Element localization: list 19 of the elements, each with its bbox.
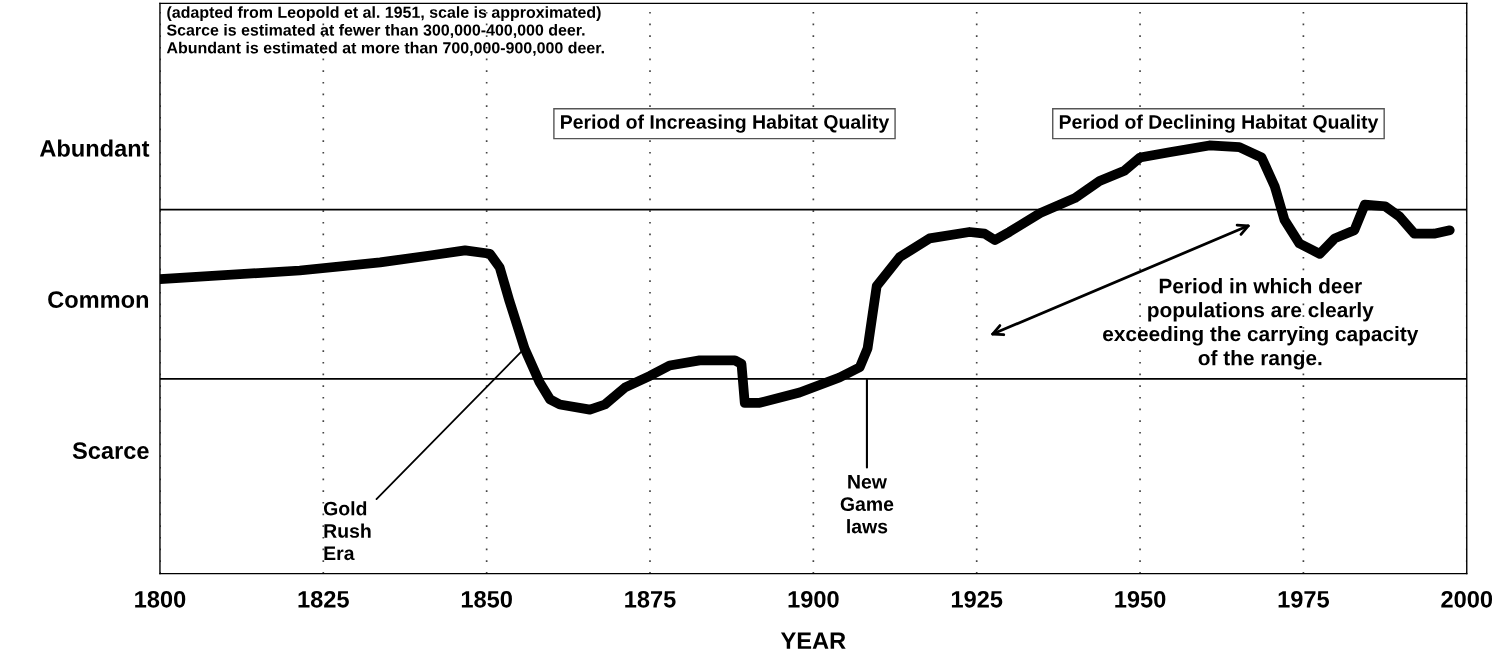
x-tick-label: 1975: [1278, 590, 1330, 608]
annotation: Period in which deer populations are clearly exceeding the carrying capacity of the range.: [1103, 278, 1419, 370]
annotation: New Game laws: [840, 475, 894, 534]
x-tick-label: 1850: [461, 590, 512, 608]
x-tick-label: 1950: [1115, 590, 1166, 608]
text: Common: [48, 291, 149, 308]
x-tick-label: 1800: [135, 590, 186, 608]
x-tick-label: 1925: [951, 590, 1003, 608]
x-tick-label: 1875: [625, 590, 676, 608]
text: Scarce: [72, 442, 149, 460]
x-tick-label: 1825: [298, 590, 349, 608]
x-axis-title: YEAR: [780, 632, 846, 649]
text: Abundant: [39, 139, 150, 157]
text: Period of Declining Habitat Quality: [1059, 114, 1379, 133]
text: Period of Increasing Habitat Quality: [561, 114, 890, 133]
text: (adapted from Leopold et al. 1951, scale is approximated) Scarce is estimated at fewer than 300,000-400,000 deer. Abundant is estimated at more than 700,000-900,000 deer.: [166, 6, 604, 56]
annotation: Gold Rush Era: [323, 501, 371, 561]
x-tick-label: 1900: [788, 590, 839, 608]
x-tick-label: 2000: [1441, 590, 1493, 608]
